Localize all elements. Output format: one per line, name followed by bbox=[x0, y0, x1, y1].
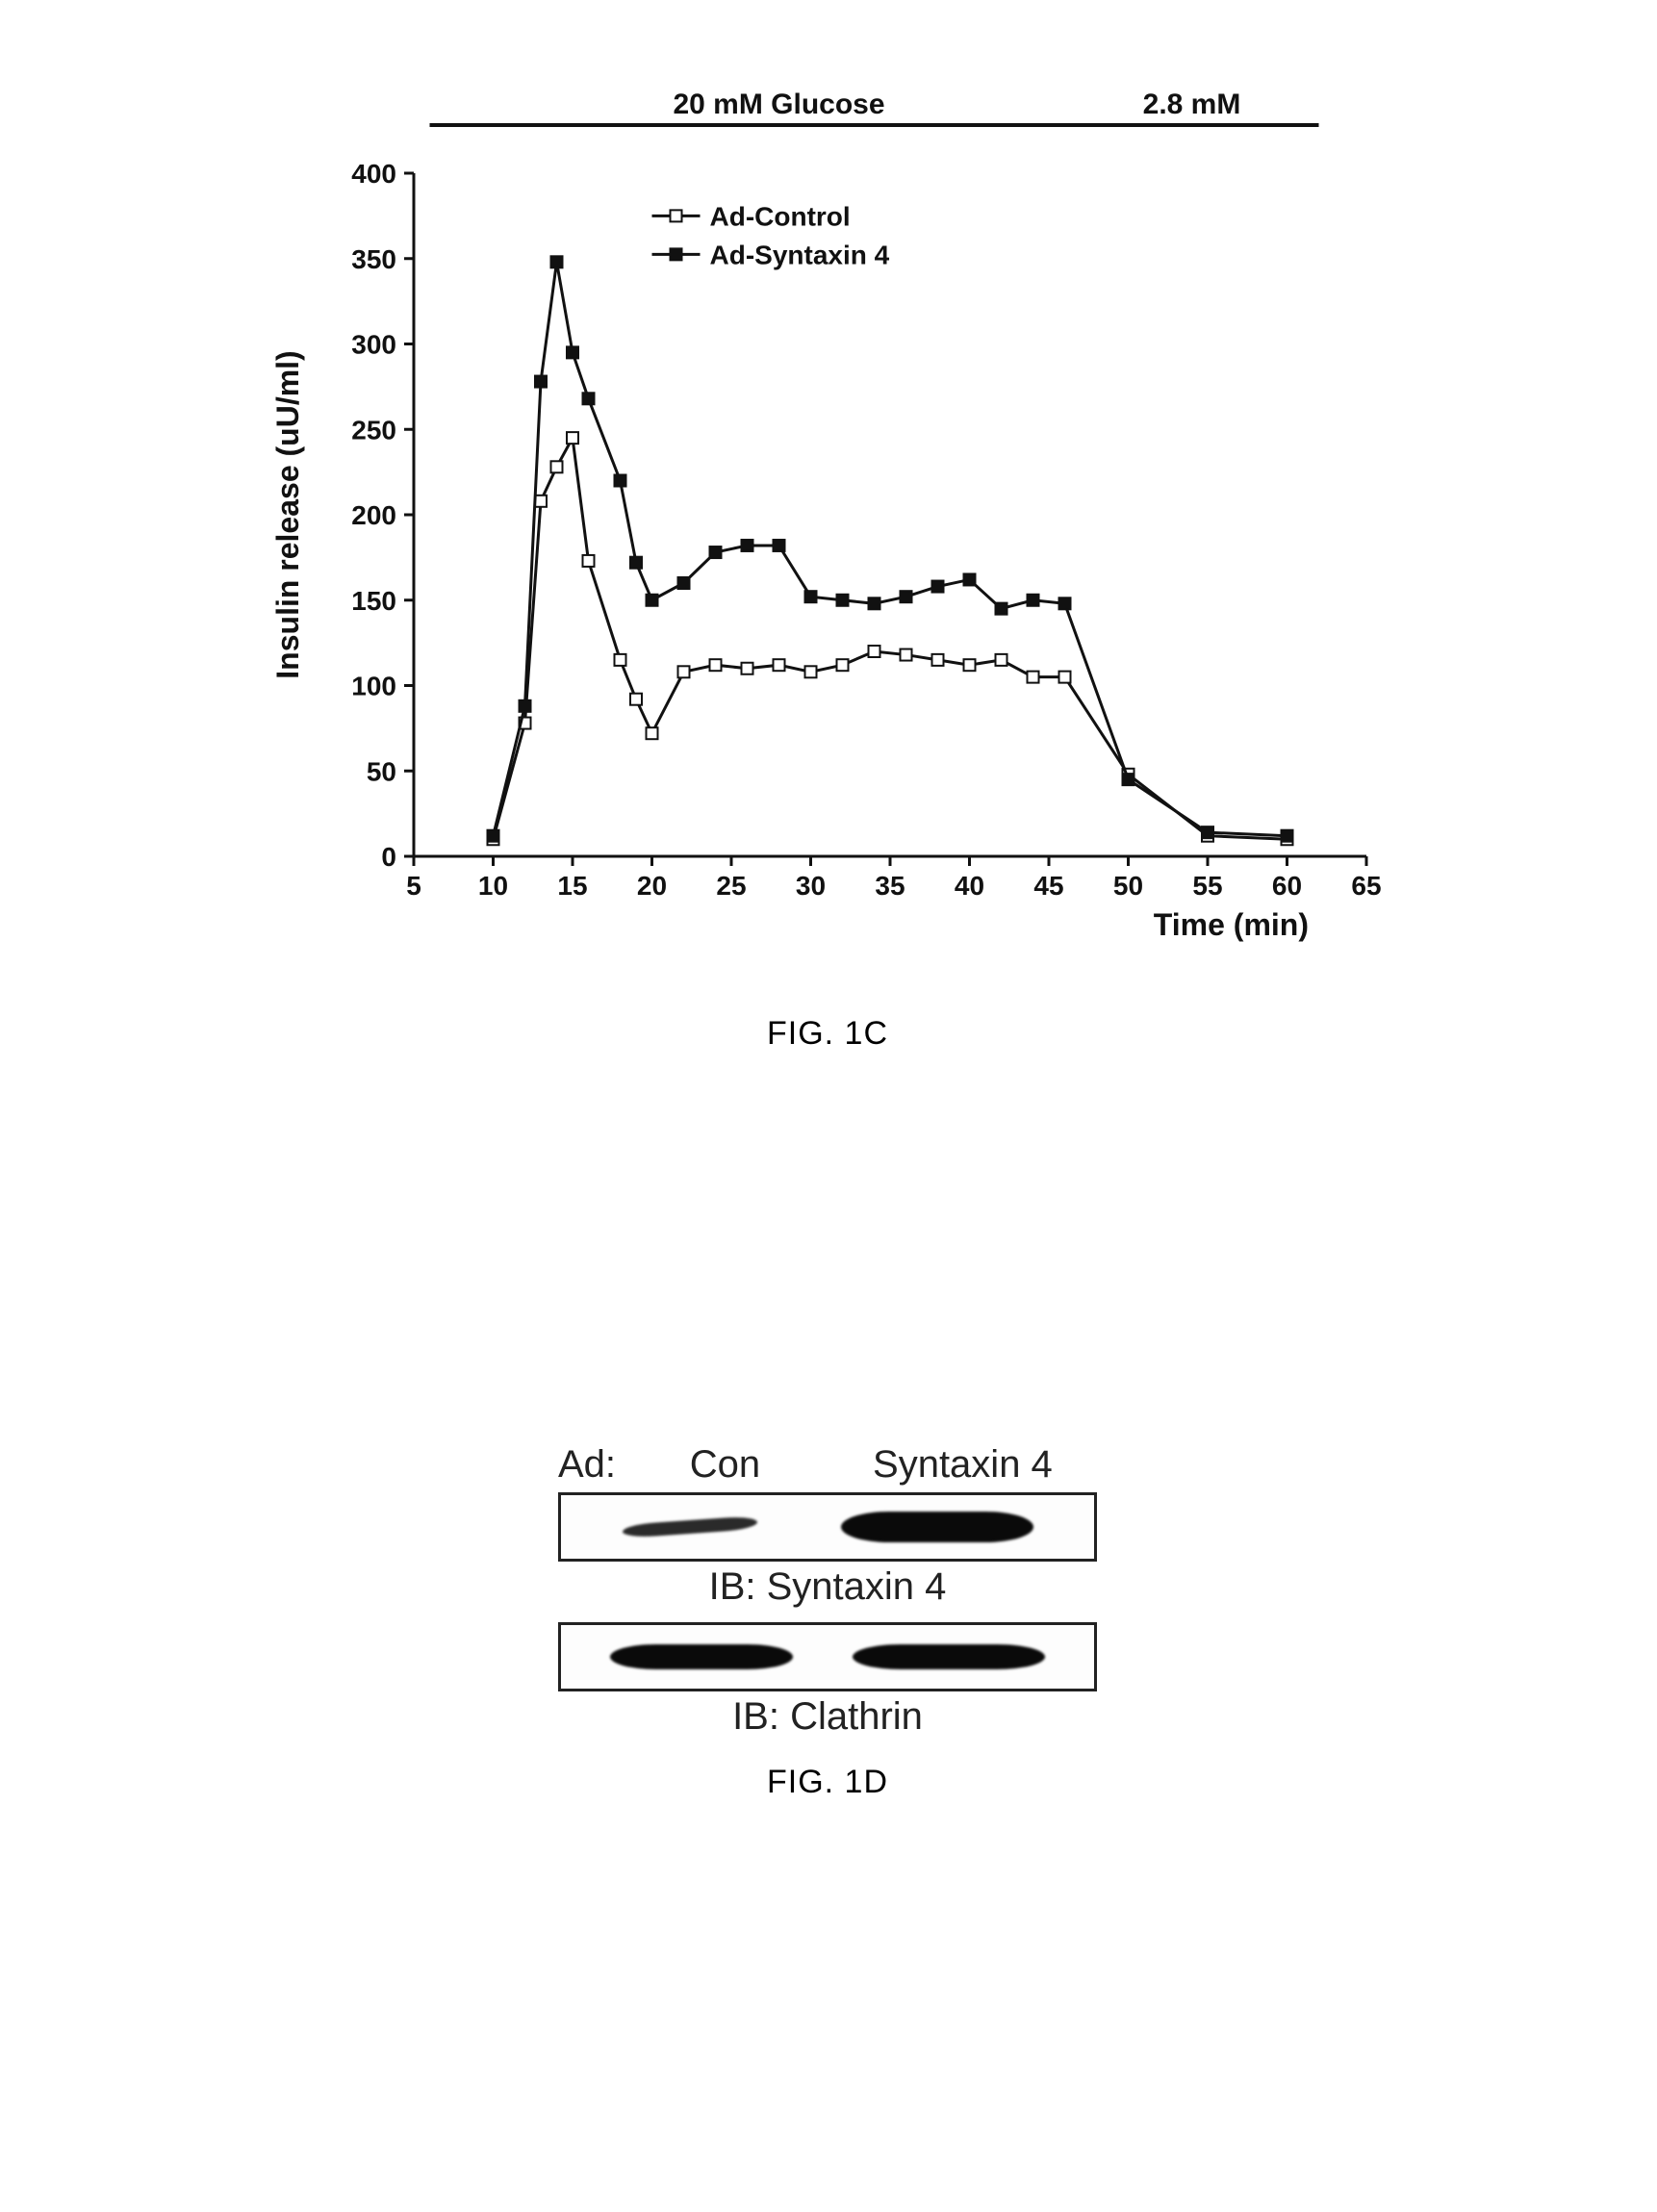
svg-text:60: 60 bbox=[1272, 871, 1302, 901]
svg-text:200: 200 bbox=[351, 500, 396, 530]
blot-lane-labels: Ad:ConSyntaxin 4 bbox=[558, 1443, 1097, 1487]
svg-text:350: 350 bbox=[351, 244, 396, 274]
svg-text:Ad-Control: Ad-Control bbox=[710, 201, 851, 231]
figure-1d-label: FIG. 1D bbox=[462, 1764, 1193, 1801]
blot-band bbox=[841, 1512, 1033, 1542]
svg-text:100: 100 bbox=[351, 672, 396, 701]
svg-text:300: 300 bbox=[351, 330, 396, 360]
svg-text:5: 5 bbox=[406, 871, 421, 901]
insulin-chart: 20 mM Glucose 2.8 mM 0 50 100 150 200 250 300 350… bbox=[250, 58, 1405, 1001]
svg-text:40: 40 bbox=[955, 871, 984, 901]
svg-text:30: 30 bbox=[796, 871, 826, 901]
svg-text:2.8 mM: 2.8 mM bbox=[1143, 89, 1241, 120]
svg-text:250: 250 bbox=[351, 415, 396, 445]
svg-text:10: 10 bbox=[478, 871, 508, 901]
svg-text:35: 35 bbox=[875, 871, 905, 901]
blot-band bbox=[623, 1515, 757, 1538]
figure-1d: Ad:ConSyntaxin 4 IB: Syntaxin 4 IB: Clathr… bbox=[462, 1443, 1193, 1801]
blot-box-1 bbox=[558, 1622, 1097, 1691]
svg-text:15: 15 bbox=[557, 871, 587, 901]
svg-text:Time (min): Time (min) bbox=[1154, 907, 1309, 942]
svg-text:20 mM Glucose: 20 mM Glucose bbox=[673, 89, 884, 120]
blot-lane-con: Con bbox=[622, 1443, 828, 1487]
svg-text:50: 50 bbox=[367, 756, 396, 786]
svg-text:50: 50 bbox=[1113, 871, 1143, 901]
svg-text:0: 0 bbox=[381, 842, 396, 872]
svg-text:65: 65 bbox=[1351, 871, 1381, 901]
blot-band bbox=[610, 1644, 793, 1669]
svg-text:Insulin release (uU/ml): Insulin release (uU/ml) bbox=[270, 350, 305, 678]
svg-text:55: 55 bbox=[1192, 871, 1222, 901]
blot-lane-syntaxin4: Syntaxin 4 bbox=[828, 1443, 1097, 1487]
svg-text:45: 45 bbox=[1033, 871, 1063, 901]
ib-label-0: IB: Syntaxin 4 bbox=[709, 1565, 947, 1609]
blot-band bbox=[853, 1644, 1045, 1669]
blot-prefix: Ad: bbox=[558, 1443, 616, 1487]
western-blot: Ad:ConSyntaxin 4 IB: Syntaxin 4 IB: Clathr… bbox=[462, 1443, 1193, 1752]
ib-label-1: IB: Clathrin bbox=[732, 1695, 923, 1739]
blot-box-0 bbox=[558, 1492, 1097, 1562]
figure-1c: 20 mM Glucose 2.8 mM 0 50 100 150 200 250 300 350… bbox=[250, 58, 1405, 1053]
svg-text:20: 20 bbox=[637, 871, 667, 901]
svg-text:150: 150 bbox=[351, 586, 396, 616]
svg-text:400: 400 bbox=[351, 159, 396, 189]
svg-text:25: 25 bbox=[716, 871, 746, 901]
svg-text:Ad-Syntaxin 4: Ad-Syntaxin 4 bbox=[710, 240, 890, 269]
figure-1c-label: FIG. 1C bbox=[250, 1015, 1405, 1053]
